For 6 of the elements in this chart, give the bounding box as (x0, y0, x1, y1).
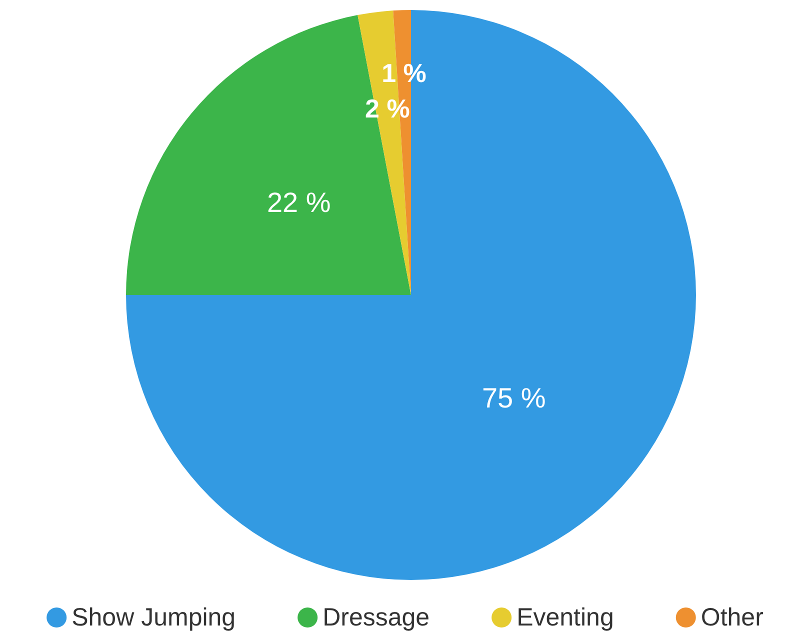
legend-label: Other (700, 604, 764, 632)
legend-label: Show Jumping (72, 604, 236, 632)
data-label: 22 % (266, 186, 331, 218)
legend-label: Dressage (322, 604, 430, 632)
legend-label: Eventing (516, 604, 614, 632)
data-label: 75 % (482, 382, 546, 414)
